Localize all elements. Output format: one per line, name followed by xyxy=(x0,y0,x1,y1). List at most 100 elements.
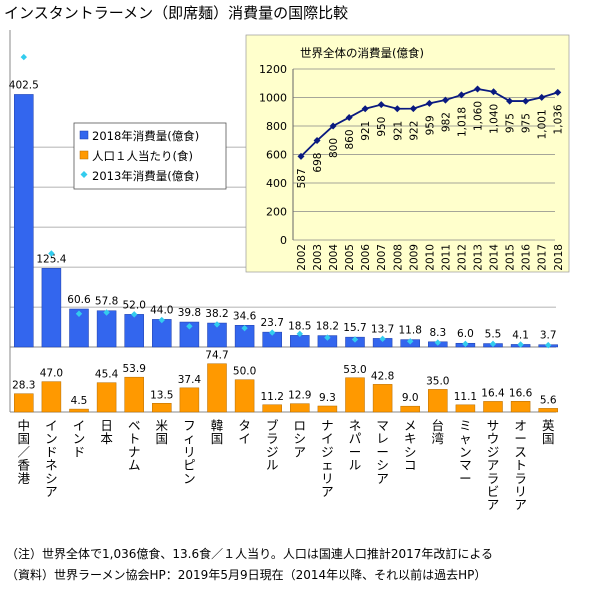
marker-2013 xyxy=(517,341,524,348)
legend-label: 人口１人当たり(食) xyxy=(92,149,193,163)
inset-title: 世界全体の消費量(億食) xyxy=(300,46,424,60)
inset-point xyxy=(345,113,353,121)
inset-x-tick: 2012 xyxy=(456,244,468,271)
bar-per-capita xyxy=(510,401,531,413)
marker-2013 xyxy=(158,316,165,324)
category-label: オーストラリア xyxy=(514,418,527,512)
legend-swatch-2013 xyxy=(80,171,88,178)
bar-2018-label: 18.5 xyxy=(288,320,311,332)
bar-2018-label: 38.2 xyxy=(205,308,228,320)
inset-data-label: 959 xyxy=(424,115,436,135)
category-label: ブラジル xyxy=(266,418,279,473)
bar-per-capita xyxy=(428,389,448,413)
bar-per-capita-label: 9.3 xyxy=(319,392,336,404)
inset-x-tick: 2007 xyxy=(376,244,388,271)
category-label: 米国 xyxy=(156,418,169,446)
bar-2018-label: 4.1 xyxy=(512,329,529,341)
category-label: 韓国 xyxy=(211,418,224,446)
bar-2018-label: 23.7 xyxy=(261,317,284,329)
category-label: ミャンマー xyxy=(459,418,472,486)
category-label: 英国 xyxy=(542,418,555,446)
bar-2018-label: 402.5 xyxy=(9,79,39,91)
bar-per-capita-label: 47.0 xyxy=(40,368,63,380)
bar-2018-label: 60.6 xyxy=(67,294,91,306)
category-label: フィリピン xyxy=(183,418,196,486)
inset-point xyxy=(329,122,337,130)
legend-label: 2018年消費量(億食) xyxy=(92,129,199,143)
bar-per-capita-label: 28.3 xyxy=(12,380,35,392)
inset-panel xyxy=(245,34,570,273)
inset-y-tick: 1200 xyxy=(259,63,287,76)
inset-x-tick: 2009 xyxy=(408,244,420,271)
bar-2018-label: 15.7 xyxy=(343,322,366,334)
inset-point xyxy=(409,105,417,113)
inset-point xyxy=(522,97,530,105)
bar-2018 xyxy=(179,321,200,348)
bar-per-capita-label: 11.2 xyxy=(261,391,284,403)
bar-per-capita-label: 37.4 xyxy=(178,374,202,386)
legend-swatch-per-capita xyxy=(79,150,89,160)
inset-y-tick: 200 xyxy=(266,206,287,219)
marker-2013 xyxy=(296,330,303,338)
inset-data-label: 1,018 xyxy=(456,107,468,137)
bar-per-capita xyxy=(262,404,282,413)
bar-per-capita xyxy=(152,403,172,413)
inset-x-tick: 2010 xyxy=(424,244,436,271)
bar-per-capita-label: 16.6 xyxy=(509,387,533,399)
bar-2018-label: 44.0 xyxy=(150,304,173,316)
bar-per-capita-label: 45.4 xyxy=(95,369,119,381)
category-label: 日本 xyxy=(100,418,113,446)
bar-per-capita xyxy=(41,381,62,413)
inset-data-label: 1,060 xyxy=(473,101,485,131)
bar-per-capita xyxy=(14,393,34,413)
inset-y-tick: 0 xyxy=(280,234,287,247)
bar-2018-label: 39.8 xyxy=(178,307,201,319)
bar-2018 xyxy=(69,308,89,348)
inset-x-tick: 2013 xyxy=(473,244,485,271)
inset-point xyxy=(490,88,498,96)
category-label: メキシコ xyxy=(404,418,417,473)
inset-x-tick: 2018 xyxy=(553,244,565,271)
marker-2013 xyxy=(269,329,276,336)
bar-2018-label: 125.4 xyxy=(36,253,66,265)
bar-per-capita xyxy=(124,376,144,413)
bar-per-capita-label: 13.5 xyxy=(150,389,173,401)
inset-y-tick: 600 xyxy=(266,149,287,162)
bar-per-capita xyxy=(207,363,227,413)
bar-2018-label: 3.7 xyxy=(540,330,557,342)
bar-2018-label: 5.5 xyxy=(485,329,502,341)
category-label: サウジアラビア xyxy=(487,418,500,512)
category-label: マレーシア xyxy=(376,418,389,486)
inset-point xyxy=(425,99,433,107)
category-label: インド xyxy=(73,418,86,459)
inset-point xyxy=(554,88,562,96)
bar-per-capita xyxy=(234,379,255,413)
inset-data-label: 1,040 xyxy=(489,104,501,134)
inset-data-label: 975 xyxy=(521,113,533,133)
category-label: 台湾 xyxy=(432,418,445,446)
inset-point xyxy=(441,96,449,104)
bar-per-capita xyxy=(317,405,338,413)
inset-x-tick: 2017 xyxy=(537,244,549,271)
bar-per-capita xyxy=(372,384,393,413)
inset-y-tick: 400 xyxy=(266,177,287,190)
inset-data-label: 860 xyxy=(344,129,356,149)
bar-per-capita-label: 11.1 xyxy=(454,391,477,403)
category-label: ナイジェリア xyxy=(321,418,334,499)
bar-per-capita-label: 12.9 xyxy=(288,390,311,402)
inset-data-label: 587 xyxy=(296,168,308,188)
note-text: （注）世界全体で1,036億食、13.6食／１人当り。人口は国連人口推計2017… xyxy=(6,547,494,561)
marker-2013 xyxy=(462,340,469,348)
marker-2013 xyxy=(241,324,248,332)
inset-y-tick: 800 xyxy=(266,120,287,133)
inset-data-label: 921 xyxy=(392,121,404,141)
inset-x-tick: 2003 xyxy=(312,244,324,271)
inset-point xyxy=(457,91,465,99)
bar-per-capita-label: 53.9 xyxy=(123,363,146,375)
inset-point xyxy=(506,97,514,105)
bar-2018 xyxy=(124,314,144,348)
bar-per-capita-label: 74.7 xyxy=(205,350,228,362)
bar-per-capita-label: 16.4 xyxy=(481,387,505,399)
bar-per-capita xyxy=(179,387,200,413)
bar-per-capita xyxy=(69,408,89,413)
